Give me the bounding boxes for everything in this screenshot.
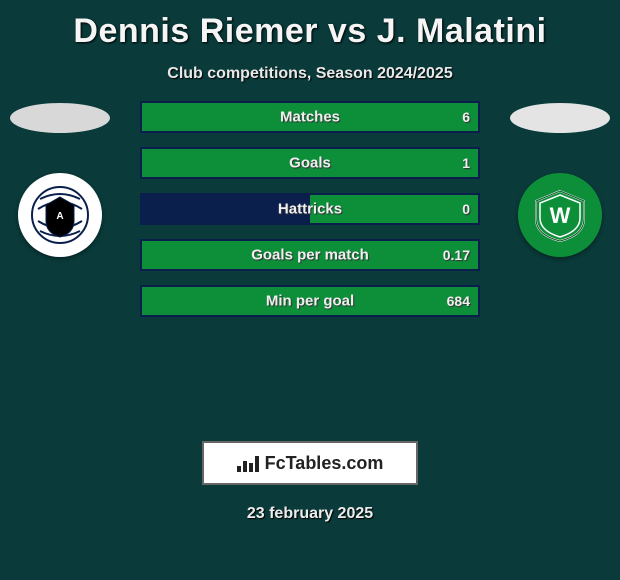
snapshot-date: 23 february 2025 [0, 505, 620, 523]
stat-bar-right-segment [142, 103, 478, 131]
player-left-photo-placeholder [10, 103, 110, 133]
stat-bar-right-segment [142, 241, 478, 269]
svg-text:W: W [550, 203, 571, 228]
stat-bar: Hattricks0 [140, 193, 480, 225]
club-crest-left-icon: A [30, 185, 90, 245]
stat-bars: Matches6 Goals1 Hattricks0 Goals per match0… [140, 101, 480, 317]
player-right-photo-placeholder [510, 103, 610, 133]
stat-bar-right-segment [142, 287, 478, 315]
comparison-subtitle: Club competitions, Season 2024/2025 [0, 65, 620, 83]
club-badge-right: W [518, 173, 602, 257]
stat-bar: Matches6 [140, 101, 480, 133]
logo-text: FcTables.com [265, 453, 384, 474]
stat-bar-left-segment [142, 195, 310, 223]
stat-bar-right-segment [142, 149, 478, 177]
bar-chart-icon [237, 454, 259, 472]
svg-text:A: A [56, 211, 63, 222]
player-right-column: W [500, 83, 620, 383]
stat-bar: Goals1 [140, 147, 480, 179]
club-badge-left: A [18, 173, 102, 257]
comparison-stage: A W Matches6 Goals1 Hattricks0 Goals per ma… [0, 83, 620, 423]
stat-bar-right-segment [310, 195, 478, 223]
fctables-logo[interactable]: FcTables.com [202, 441, 418, 485]
comparison-title: Dennis Riemer vs J. Malatini [0, 0, 620, 51]
stat-bar: Goals per match0.17 [140, 239, 480, 271]
club-crest-right-icon: W [530, 185, 590, 245]
stat-bar: Min per goal684 [140, 285, 480, 317]
player-left-column: A [0, 83, 120, 383]
